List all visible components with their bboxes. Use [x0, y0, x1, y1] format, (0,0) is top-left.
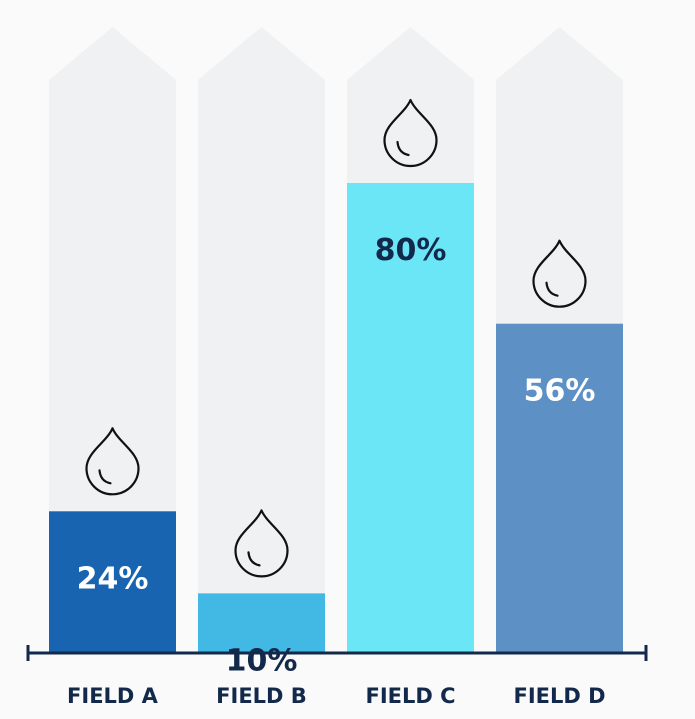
bar-3 — [347, 183, 474, 652]
water-drop-markers — [85, 98, 587, 578]
water-drop-icon — [532, 239, 587, 308]
category-label-4: FIELD D — [513, 684, 605, 708]
value-label-2: 10% — [226, 643, 298, 678]
water-drop-icon — [383, 98, 438, 168]
bar-track-1 — [49, 27, 176, 652]
category-labels: FIELD A FIELD B FIELD C FIELD D — [67, 684, 605, 708]
x-axis — [26, 645, 648, 661]
value-label-1: 24% — [77, 561, 149, 596]
category-label-1: FIELD A — [67, 684, 159, 708]
category-label-3: FIELD C — [365, 684, 455, 708]
water-drop-icon — [234, 509, 289, 578]
bar-2 — [198, 593, 325, 652]
value-label-4: 56% — [524, 374, 596, 409]
bar-track-2 — [198, 27, 325, 652]
category-label-2: FIELD B — [216, 684, 307, 708]
bar-1 — [49, 511, 176, 652]
value-label-3: 80% — [375, 233, 447, 268]
bar-4 — [496, 323, 623, 652]
value-labels: 24% 10% 80% 56% — [77, 233, 596, 678]
bars — [49, 183, 623, 652]
water-drop-icon — [85, 427, 140, 496]
